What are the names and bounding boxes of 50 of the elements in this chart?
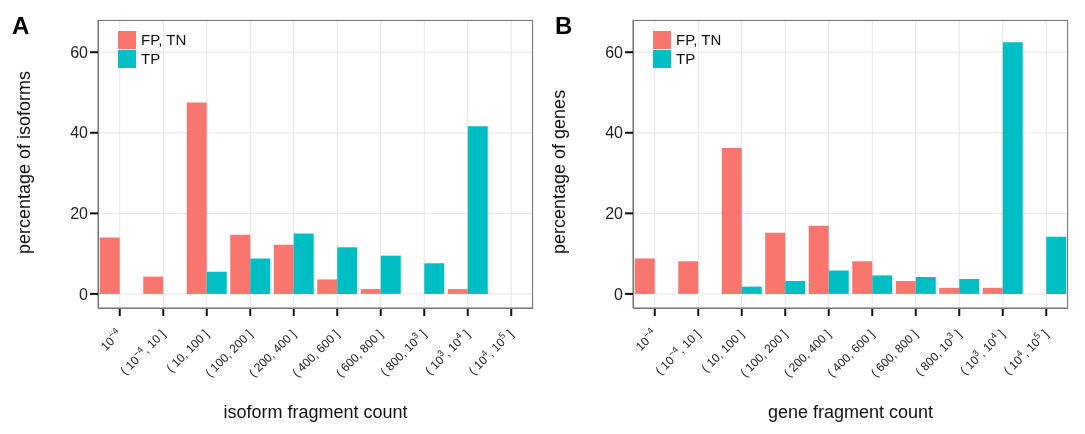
x-axis-title: isoform fragment count <box>223 402 408 422</box>
bar <box>467 126 488 294</box>
y-tick-label: 60 <box>605 43 624 61</box>
y-tick-label: 60 <box>70 43 89 61</box>
y-tick-label: 0 <box>79 285 89 303</box>
bar <box>678 261 699 294</box>
bar <box>143 276 164 294</box>
y-tick-label: 40 <box>605 124 624 142</box>
bar <box>447 289 468 294</box>
bar <box>317 279 338 294</box>
y-tick-label: 0 <box>614 285 624 303</box>
bar <box>872 275 893 294</box>
chart-title: A <box>12 12 30 40</box>
bar <box>360 289 381 294</box>
bar <box>915 276 936 294</box>
legend-label: TP <box>676 49 696 68</box>
x-axis-title: gene fragment count <box>767 402 934 422</box>
bar <box>337 247 358 294</box>
bar <box>380 255 401 294</box>
legend-label: FP, TN <box>676 30 722 49</box>
bar <box>186 102 207 294</box>
bar <box>828 270 849 294</box>
bar <box>808 225 829 294</box>
bar <box>721 148 742 294</box>
bar <box>206 271 227 294</box>
legend-label: TP <box>141 49 161 68</box>
bar <box>939 287 960 294</box>
bar <box>273 244 294 294</box>
bar <box>1002 42 1023 294</box>
y-axis-title: percentage of genes <box>549 89 570 254</box>
y-tick-label: 40 <box>70 124 89 142</box>
bar <box>293 233 314 294</box>
bar <box>1046 236 1067 294</box>
bar <box>230 234 251 294</box>
bar <box>765 232 786 294</box>
legend-label: FP, TN <box>141 30 187 49</box>
bar <box>99 237 120 294</box>
y-axis-title: percentage of isoforms <box>14 70 35 254</box>
bar <box>250 258 271 294</box>
y-tick-label: 20 <box>70 205 89 223</box>
bar <box>852 261 873 294</box>
y-tick-label: 20 <box>605 205 624 223</box>
chart-title: B <box>555 12 573 40</box>
bar <box>741 286 762 294</box>
bar <box>785 281 806 294</box>
bar <box>424 263 445 294</box>
bar <box>959 279 980 294</box>
bar <box>895 281 916 294</box>
bar <box>982 287 1003 294</box>
bar <box>634 258 655 294</box>
